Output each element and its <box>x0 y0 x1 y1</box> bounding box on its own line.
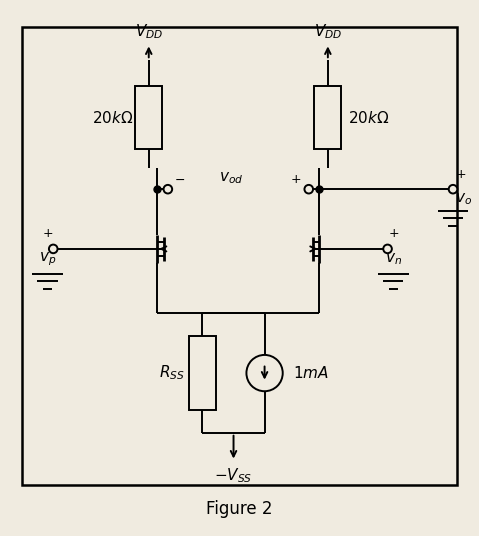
Text: $V_{DD}$: $V_{DD}$ <box>135 23 163 41</box>
Text: $20k\Omega$: $20k\Omega$ <box>92 109 134 125</box>
Text: $V_{DD}$: $V_{DD}$ <box>314 23 342 41</box>
Text: $-$: $-$ <box>174 173 185 187</box>
Bar <box>22 27 457 485</box>
Text: $+$: $+$ <box>42 227 53 240</box>
Circle shape <box>449 185 457 193</box>
Bar <box>136 86 162 148</box>
Text: $R_{SS}$: $R_{SS}$ <box>159 364 184 382</box>
Text: $v_o$: $v_o$ <box>456 191 472 207</box>
Bar <box>315 86 341 148</box>
Bar <box>189 336 216 410</box>
Text: $1mA$: $1mA$ <box>293 365 329 381</box>
Text: $+$: $+$ <box>290 173 301 187</box>
Circle shape <box>305 185 313 193</box>
Circle shape <box>49 244 57 253</box>
Text: $v_{od}$: $v_{od}$ <box>219 170 243 187</box>
Text: Figure 2: Figure 2 <box>206 500 273 518</box>
Circle shape <box>383 244 392 253</box>
Text: $+$: $+$ <box>388 227 399 240</box>
Text: $-V_{SS}$: $-V_{SS}$ <box>214 466 253 485</box>
Text: $v_p$: $v_p$ <box>39 251 56 269</box>
Text: $+$: $+$ <box>456 168 467 181</box>
Text: $20k\Omega$: $20k\Omega$ <box>348 109 389 125</box>
Text: $v_n$: $v_n$ <box>385 251 402 266</box>
Circle shape <box>163 185 172 193</box>
